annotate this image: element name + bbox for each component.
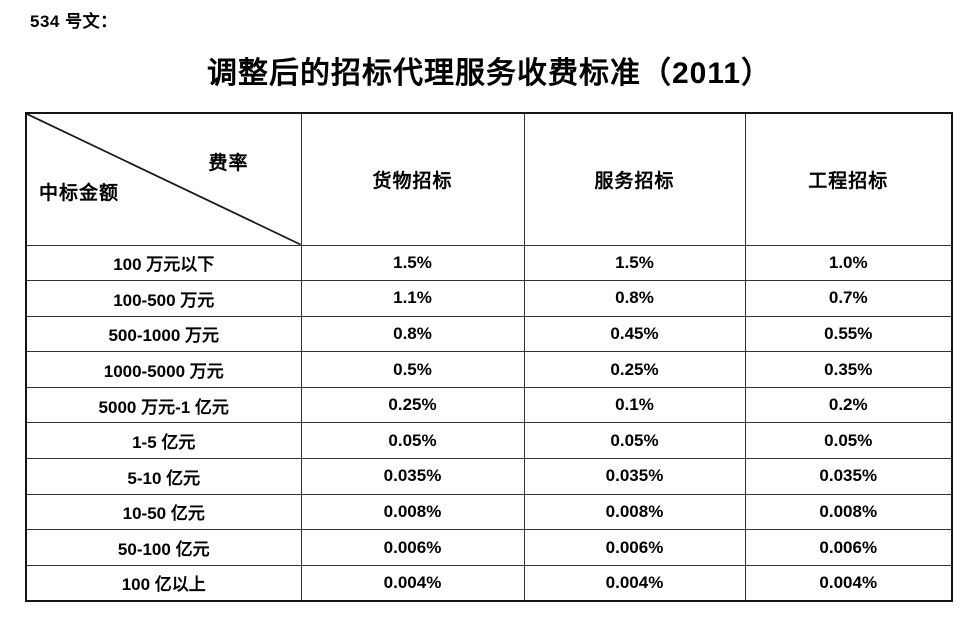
goods-rate-cell: 0.25% bbox=[300, 386, 525, 424]
table-row: 100 万元以下 1.5% 1.5% 1.0% bbox=[25, 244, 953, 282]
engineering-rate-cell: 0.35% bbox=[744, 351, 953, 388]
amount-cell: 1-5 亿元 bbox=[25, 422, 302, 460]
table-row: 500-1000 万元 0.8% 0.45% 0.55% bbox=[25, 315, 953, 353]
table-row: 1-5 亿元 0.05% 0.05% 0.05% bbox=[25, 422, 953, 460]
service-rate-cell: 0.45% bbox=[523, 315, 746, 353]
table-row: 100-500 万元 1.1% 0.8% 0.7% bbox=[25, 280, 953, 317]
table-header-row: 费率 中标金额 货物招标 服务招标 工程招标 bbox=[25, 112, 953, 246]
engineering-rate-cell: 1.0% bbox=[744, 244, 953, 282]
table-row: 50-100 亿元 0.006% 0.006% 0.006% bbox=[25, 529, 953, 566]
service-rate-cell: 0.8% bbox=[523, 280, 746, 317]
goods-rate-cell: 0.008% bbox=[300, 493, 525, 531]
corner-header-cell: 费率 中标金额 bbox=[25, 112, 302, 246]
service-rate-cell: 0.1% bbox=[523, 386, 746, 424]
goods-rate-cell: 1.1% bbox=[300, 280, 525, 317]
amount-cell: 100 万元以下 bbox=[25, 244, 302, 282]
amount-cell: 1000-5000 万元 bbox=[25, 351, 302, 388]
table-row: 100 亿以上 0.004% 0.004% 0.004% bbox=[25, 564, 953, 602]
amount-cell: 100 亿以上 bbox=[25, 564, 302, 602]
amount-cell: 50-100 亿元 bbox=[25, 529, 302, 566]
table-row: 5-10 亿元 0.035% 0.035% 0.035% bbox=[25, 458, 953, 495]
doc-number-label: 534 号文： bbox=[30, 12, 118, 31]
engineering-rate-cell: 0.035% bbox=[744, 458, 953, 495]
fee-table: 费率 中标金额 货物招标 服务招标 工程招标 100 万元以下 1.5% 1.5… bbox=[25, 112, 953, 602]
service-rate-cell: 0.25% bbox=[523, 351, 746, 388]
service-rate-cell: 0.004% bbox=[523, 564, 746, 602]
table-row: 1000-5000 万元 0.5% 0.25% 0.35% bbox=[25, 351, 953, 388]
service-rate-cell: 0.035% bbox=[523, 458, 746, 495]
amount-cell: 5000 万元-1 亿元 bbox=[25, 386, 302, 424]
amount-cell: 500-1000 万元 bbox=[25, 315, 302, 353]
engineering-rate-cell: 0.2% bbox=[744, 386, 953, 424]
corner-label-rate: 费率 bbox=[208, 153, 249, 174]
engineering-rate-cell: 0.004% bbox=[744, 564, 953, 602]
column-header-service: 服务招标 bbox=[523, 112, 746, 246]
goods-rate-cell: 0.035% bbox=[300, 458, 525, 495]
service-rate-cell: 0.008% bbox=[523, 493, 746, 531]
engineering-rate-cell: 0.008% bbox=[744, 493, 953, 531]
amount-cell: 10-50 亿元 bbox=[25, 493, 302, 531]
column-header-engineering: 工程招标 bbox=[744, 112, 953, 246]
engineering-rate-cell: 0.05% bbox=[744, 422, 953, 460]
amount-cell: 5-10 亿元 bbox=[25, 458, 302, 495]
page-title: 调整后的招标代理服务收费标准（2011） bbox=[206, 57, 773, 90]
engineering-rate-cell: 0.7% bbox=[744, 280, 953, 317]
goods-rate-cell: 0.5% bbox=[300, 351, 525, 388]
goods-rate-cell: 1.5% bbox=[300, 244, 525, 282]
service-rate-cell: 0.05% bbox=[523, 422, 746, 460]
engineering-rate-cell: 0.006% bbox=[744, 529, 953, 566]
service-rate-cell: 1.5% bbox=[523, 244, 746, 282]
column-header-goods: 货物招标 bbox=[300, 112, 525, 246]
goods-rate-cell: 0.004% bbox=[300, 564, 525, 602]
goods-rate-cell: 0.006% bbox=[300, 529, 525, 566]
service-rate-cell: 0.006% bbox=[523, 529, 746, 566]
amount-cell: 100-500 万元 bbox=[25, 280, 302, 317]
table-row: 10-50 亿元 0.008% 0.008% 0.008% bbox=[25, 493, 953, 531]
corner-label-amount: 中标金额 bbox=[39, 182, 120, 204]
table-row: 5000 万元-1 亿元 0.25% 0.1% 0.2% bbox=[25, 386, 953, 424]
engineering-rate-cell: 0.55% bbox=[744, 315, 953, 353]
goods-rate-cell: 0.8% bbox=[300, 315, 525, 353]
goods-rate-cell: 0.05% bbox=[300, 422, 525, 460]
diagonal-divider-line bbox=[27, 114, 300, 244]
